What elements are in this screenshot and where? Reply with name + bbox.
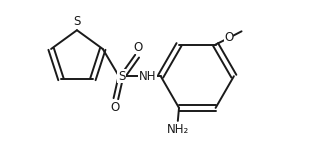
Text: O: O [224,31,233,44]
Text: NH₂: NH₂ [167,123,189,136]
Text: S: S [118,70,125,83]
Text: S: S [73,15,80,28]
Text: O: O [134,41,143,54]
Text: NH: NH [139,70,157,83]
Text: O: O [110,102,119,115]
